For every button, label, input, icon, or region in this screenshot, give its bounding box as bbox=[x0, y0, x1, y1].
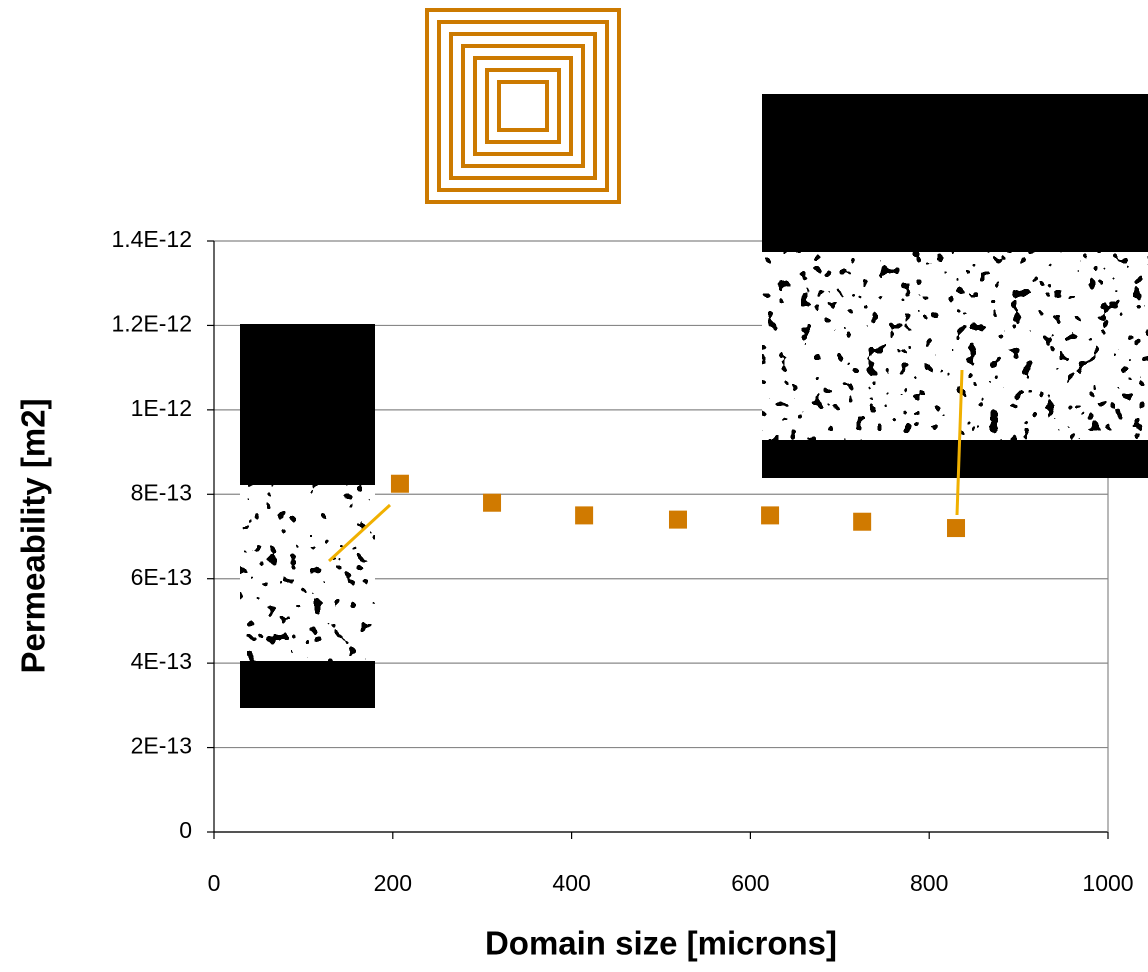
x-axis-title: Domain size [microns] bbox=[485, 925, 837, 962]
domain-icon bbox=[425, 8, 621, 204]
marks bbox=[390, 474, 966, 538]
axes: 0 2E-13 4E-13 6E-13 8E-13 1E-12 1.2E-12 1.4E-12… bbox=[111, 226, 1133, 896]
point bbox=[853, 512, 872, 531]
x-tick-label: 400 bbox=[552, 870, 590, 896]
x-tick-label: 600 bbox=[731, 870, 769, 896]
point bbox=[947, 519, 966, 538]
point bbox=[761, 506, 780, 525]
y-tick-label: 0 bbox=[179, 817, 192, 843]
point bbox=[390, 474, 409, 493]
x-tick-label: 800 bbox=[910, 870, 948, 896]
y-tick-label: 2E-13 bbox=[131, 733, 192, 759]
point bbox=[668, 510, 687, 529]
x-tick-label: 200 bbox=[374, 870, 412, 896]
point bbox=[483, 493, 502, 512]
y-axis-title: Permeability [m2] bbox=[15, 398, 52, 673]
inset-large bbox=[762, 94, 1148, 516]
y-tick-label: 4E-13 bbox=[131, 648, 192, 674]
y-tick-label: 1.2E-12 bbox=[111, 311, 192, 337]
y-tick-label: 6E-13 bbox=[131, 564, 192, 590]
y-tick-label: 1.4E-12 bbox=[111, 226, 192, 252]
y-tick-label: 8E-13 bbox=[131, 479, 192, 505]
inset-small bbox=[240, 324, 392, 708]
point bbox=[575, 506, 594, 525]
x-tick-label: 0 bbox=[208, 870, 221, 896]
y-tick-label: 1E-12 bbox=[131, 395, 192, 421]
x-tick-label: 1000 bbox=[1082, 870, 1133, 896]
